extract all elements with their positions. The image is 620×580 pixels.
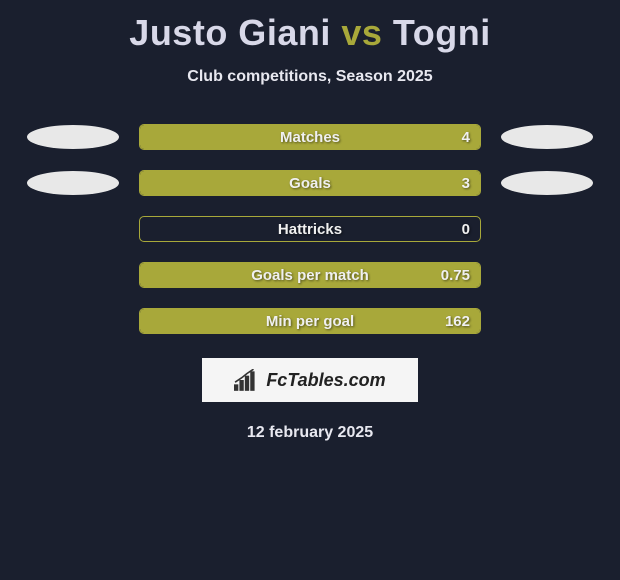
stat-label: Matches [140,125,480,149]
stat-label: Goals [140,171,480,195]
chart-icon [234,369,260,391]
right-ellipse [501,125,593,149]
stat-bar: Matches4 [139,124,481,150]
player2-name: Togni [393,12,491,53]
vs-label: vs [341,12,382,53]
subtitle: Club competitions, Season 2025 [0,68,620,86]
stat-bar: Hattricks0 [139,216,481,242]
brand-text: FcTables.com [266,370,385,391]
stats-chart: Matches4Goals3Hattricks0Goals per match0… [0,124,620,334]
stat-value: 3 [462,171,470,195]
stat-label: Min per goal [140,309,480,333]
stat-value: 4 [462,125,470,149]
stat-bar: Goals3 [139,170,481,196]
stat-row: Hattricks0 [0,216,620,242]
right-ellipse [501,171,593,195]
stat-value: 0.75 [441,263,470,287]
stat-value: 162 [445,309,470,333]
left-ellipse [27,171,119,195]
brand-box: FcTables.com [202,358,418,402]
stat-value: 0 [462,217,470,241]
stat-bar: Goals per match0.75 [139,262,481,288]
stat-row: Matches4 [0,124,620,150]
page-title: Justo Giani vs Togni [0,0,620,54]
player1-name: Justo Giani [129,12,331,53]
stat-row: Goals per match0.75 [0,262,620,288]
stat-row: Goals3 [0,170,620,196]
stat-bar: Min per goal162 [139,308,481,334]
date-label: 12 february 2025 [0,424,620,442]
left-ellipse [27,125,119,149]
stat-label: Goals per match [140,263,480,287]
stat-label: Hattricks [140,217,480,241]
stat-row: Min per goal162 [0,308,620,334]
